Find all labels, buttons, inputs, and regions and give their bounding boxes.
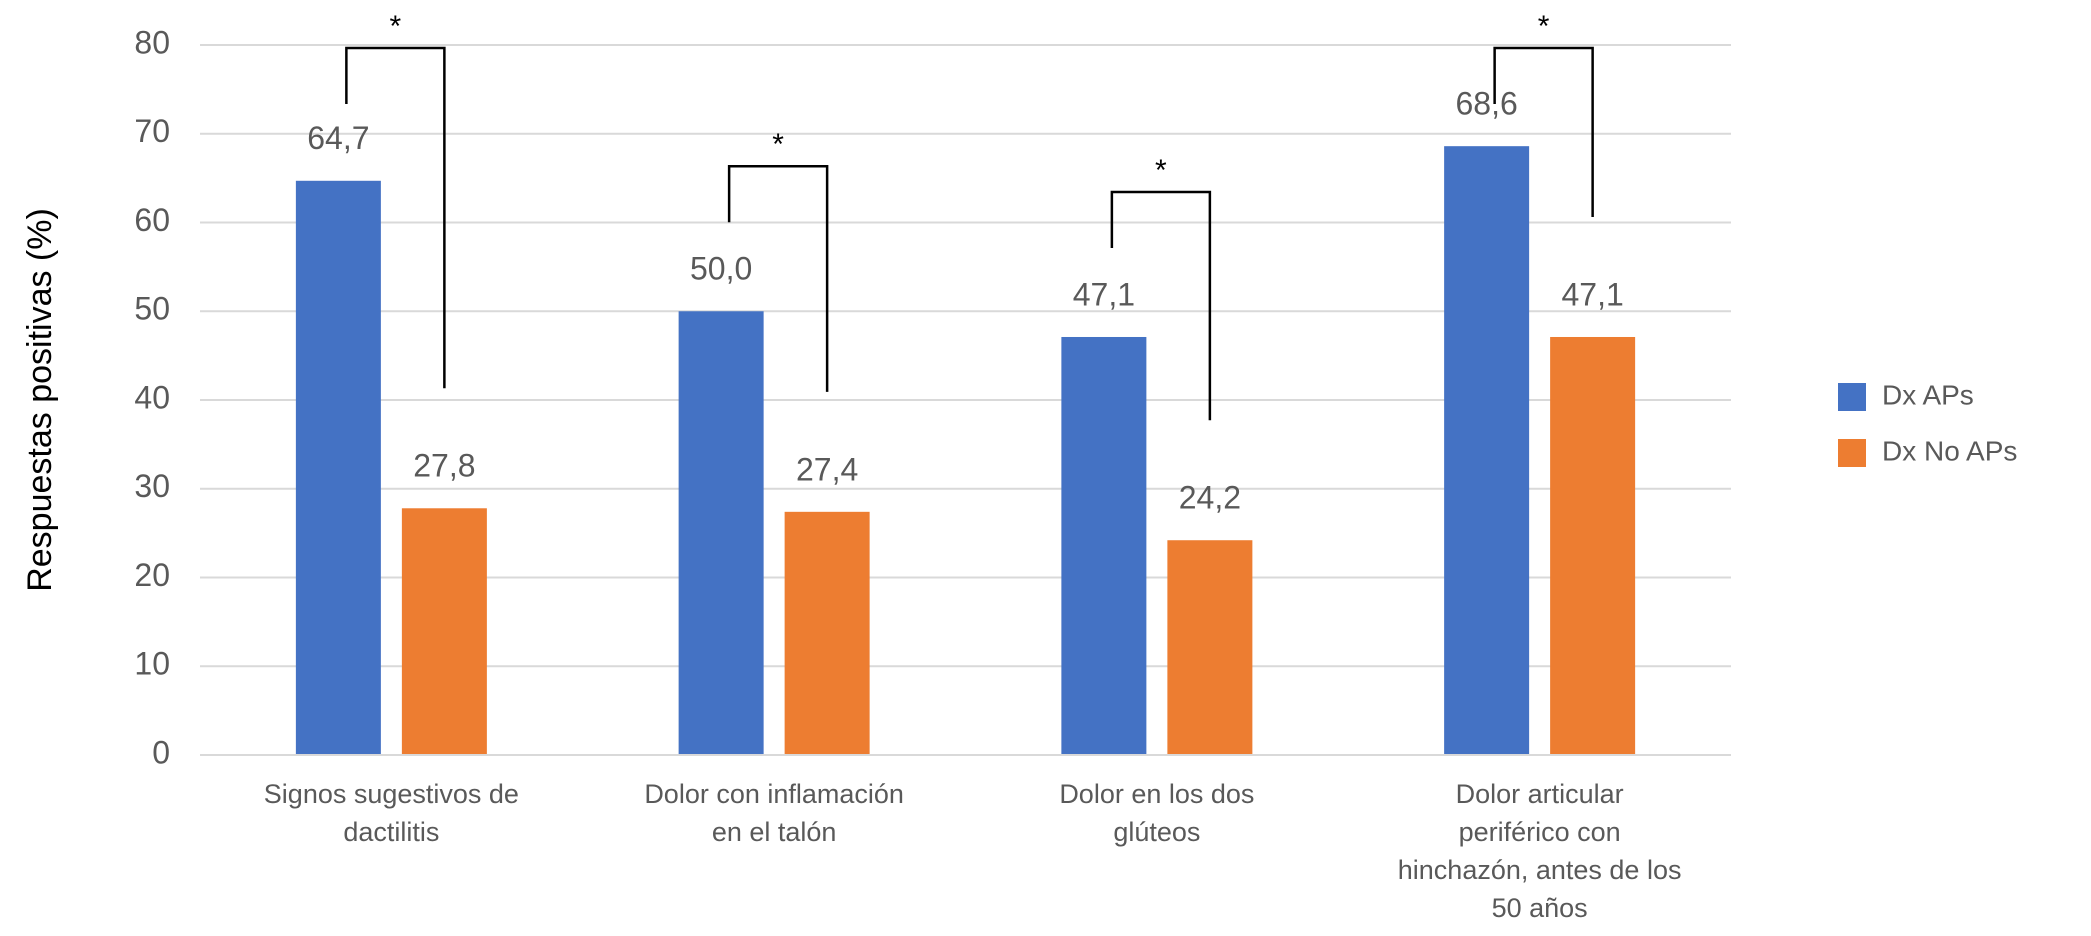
y-tick-label: 0 <box>152 734 170 770</box>
x-tick-label: Dolor articular periférico con hinchazón… <box>1397 779 1682 923</box>
y-tick-label: 60 <box>134 202 170 238</box>
legend-swatch <box>1838 439 1866 467</box>
bar <box>401 508 487 755</box>
significance-bracket <box>1110 190 1212 421</box>
significance-bracket <box>727 165 829 392</box>
value-label: 68,6 <box>1455 86 1517 122</box>
bar <box>1550 336 1636 755</box>
legend-swatch <box>1838 383 1866 411</box>
bar <box>1444 146 1530 756</box>
significance-mark: * <box>1155 154 1167 187</box>
x-tick-label: Signos sugestivos de dactilitis <box>263 779 519 847</box>
value-label: 24,2 <box>1179 480 1241 516</box>
value-label: 50,0 <box>690 251 752 287</box>
bar <box>1167 540 1253 755</box>
significance-mark: * <box>1538 10 1550 43</box>
value-label: 47,1 <box>1561 276 1623 312</box>
value-label: 64,7 <box>307 120 369 156</box>
legend-label: Dx No APs <box>1882 435 2017 466</box>
y-axis-title: Respuestas positivas (%) <box>21 208 59 592</box>
y-tick-label: 20 <box>134 557 170 593</box>
value-label: 47,1 <box>1073 276 1135 312</box>
significance-bracket <box>345 46 446 389</box>
y-tick-label: 30 <box>134 468 170 504</box>
significance-mark: * <box>390 10 402 43</box>
value-label: 27,4 <box>796 451 858 487</box>
bar <box>295 180 381 756</box>
y-tick-label: 40 <box>134 379 170 415</box>
y-tick-label: 70 <box>134 113 170 149</box>
bar <box>678 311 764 755</box>
bar <box>1061 336 1147 755</box>
x-tick-label: Dolor con inflamación en el talón <box>644 779 904 847</box>
significance-mark: * <box>772 128 784 161</box>
significance-bracket <box>1493 46 1594 217</box>
value-label: 27,8 <box>413 448 475 484</box>
x-tick-label: Dolor en los dos glúteos <box>1059 779 1255 847</box>
legend-label: Dx APs <box>1882 379 1974 410</box>
y-tick-label: 10 <box>134 646 170 682</box>
y-tick-label: 50 <box>134 291 170 327</box>
bar <box>784 511 870 755</box>
y-tick-label: 80 <box>134 24 170 60</box>
